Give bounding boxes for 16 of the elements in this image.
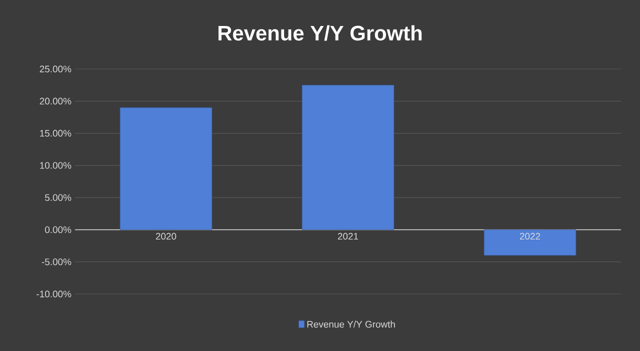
- y-tick-label: 15.00%: [40, 130, 72, 137]
- y-tick-label: 20.00%: [40, 98, 72, 104]
- x-tick-label: 2021: [338, 232, 358, 240]
- x-tick-label: 2020: [156, 232, 176, 240]
- bar: [484, 230, 576, 256]
- legend-label: Revenue Y/Y Growth: [307, 320, 395, 328]
- y-tick-label: -10.00%: [36, 290, 72, 298]
- y-tick-label: 25.00%: [40, 66, 72, 72]
- y-tick-label: 0.00%: [45, 226, 72, 234]
- chart-title: Revenue Y/Y Growth: [218, 25, 422, 41]
- y-tick-label: 5.00%: [45, 194, 72, 201]
- x-tick-label: 2022: [520, 232, 540, 240]
- bar: [302, 84, 394, 230]
- y-tick-label: -5.00%: [42, 258, 72, 266]
- bar: [120, 107, 212, 230]
- y-tick-label: 10.00%: [40, 162, 72, 169]
